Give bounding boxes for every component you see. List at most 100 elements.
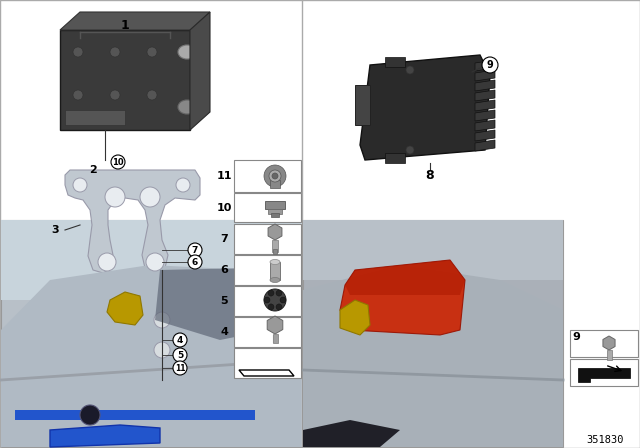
Polygon shape (303, 420, 400, 447)
Polygon shape (345, 260, 465, 295)
Text: 6: 6 (220, 265, 228, 275)
Circle shape (280, 297, 286, 303)
Polygon shape (475, 60, 495, 71)
Circle shape (173, 348, 187, 362)
Polygon shape (268, 316, 283, 334)
Text: 5: 5 (177, 350, 183, 359)
Circle shape (73, 90, 83, 100)
Circle shape (154, 312, 170, 328)
Ellipse shape (178, 100, 196, 114)
Circle shape (110, 90, 120, 100)
Circle shape (147, 90, 157, 100)
Circle shape (269, 170, 281, 182)
Bar (234, 286, 301, 316)
Polygon shape (475, 70, 495, 81)
Text: 351830: 351830 (586, 435, 624, 445)
Ellipse shape (270, 259, 280, 264)
Bar (234, 317, 301, 347)
Circle shape (276, 290, 282, 296)
Circle shape (264, 297, 270, 303)
Text: 1: 1 (120, 18, 129, 31)
Bar (385, 153, 405, 163)
Text: 9: 9 (572, 332, 580, 342)
Bar (273, 249, 277, 254)
Bar (65, 110, 125, 125)
Circle shape (406, 66, 414, 74)
Polygon shape (360, 55, 490, 160)
Text: 7: 7 (192, 246, 198, 254)
Circle shape (188, 243, 202, 257)
Text: 11: 11 (175, 363, 185, 372)
Bar (270, 262, 280, 280)
Bar (570, 330, 638, 357)
Circle shape (110, 47, 120, 57)
Text: 2: 2 (89, 165, 97, 175)
Polygon shape (50, 425, 160, 447)
Text: 5: 5 (220, 296, 228, 306)
Text: 6: 6 (192, 258, 198, 267)
Bar (15, 410, 255, 420)
Bar (265, 201, 285, 209)
Polygon shape (475, 80, 495, 91)
Polygon shape (603, 336, 615, 350)
Bar (303, 220, 563, 447)
Bar (234, 193, 301, 222)
Text: 4: 4 (220, 327, 228, 337)
Polygon shape (65, 170, 200, 273)
Text: 4: 4 (177, 336, 183, 345)
Circle shape (268, 290, 274, 296)
Circle shape (268, 304, 274, 310)
Bar (273, 334, 278, 343)
Polygon shape (475, 130, 495, 141)
Bar (268, 209, 282, 214)
Circle shape (264, 165, 286, 187)
Circle shape (188, 255, 202, 269)
Circle shape (111, 155, 125, 169)
Polygon shape (303, 265, 563, 447)
Text: 8: 8 (426, 168, 435, 181)
Polygon shape (475, 120, 495, 131)
Circle shape (482, 57, 498, 73)
Bar (385, 57, 405, 67)
Polygon shape (239, 370, 294, 376)
Ellipse shape (178, 45, 196, 59)
Text: 10: 10 (112, 158, 124, 167)
Bar (234, 160, 301, 192)
Bar (60, 30, 190, 130)
Polygon shape (340, 300, 370, 335)
Circle shape (146, 253, 164, 271)
Bar (270, 180, 280, 188)
Bar (1, 220, 302, 300)
Polygon shape (475, 140, 495, 151)
Circle shape (73, 47, 83, 57)
Bar (271, 213, 279, 217)
Circle shape (406, 146, 414, 154)
Circle shape (272, 173, 278, 179)
Polygon shape (190, 12, 210, 130)
Circle shape (154, 342, 170, 358)
Bar (234, 255, 301, 285)
Ellipse shape (270, 277, 280, 283)
Text: 3: 3 (51, 225, 59, 235)
Polygon shape (340, 260, 465, 335)
Polygon shape (155, 268, 280, 340)
Polygon shape (475, 100, 495, 111)
Bar (303, 220, 563, 280)
Polygon shape (1, 265, 301, 447)
Circle shape (176, 178, 190, 192)
Circle shape (140, 187, 160, 207)
Polygon shape (475, 110, 495, 121)
Text: 7: 7 (220, 234, 228, 244)
Polygon shape (578, 368, 630, 382)
Bar (1, 220, 302, 447)
Circle shape (264, 289, 286, 311)
Text: 10: 10 (216, 202, 232, 212)
Circle shape (98, 253, 116, 271)
Polygon shape (268, 224, 282, 240)
Bar (607, 350, 612, 360)
Polygon shape (107, 292, 143, 325)
Bar (355, 85, 370, 125)
Circle shape (147, 47, 157, 57)
Bar (570, 359, 638, 386)
Bar (272, 240, 278, 252)
